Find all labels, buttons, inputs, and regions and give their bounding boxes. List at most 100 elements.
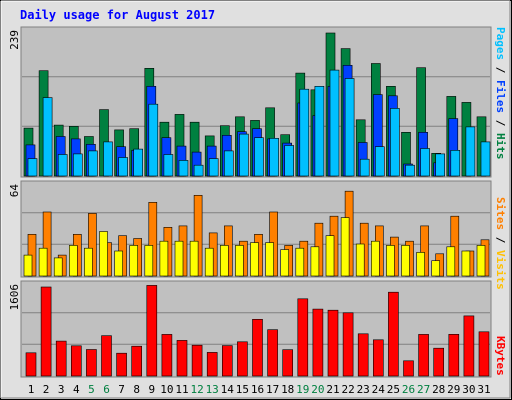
pages-bar bbox=[133, 148, 143, 177]
kbytes-bar bbox=[222, 345, 233, 377]
visits-bar bbox=[159, 240, 169, 277]
visits-bar bbox=[84, 247, 93, 277]
visits-bar bbox=[129, 245, 138, 277]
kbytes-bar bbox=[282, 349, 294, 377]
visits-bar bbox=[295, 247, 305, 277]
sites-panel-max-label: 64 bbox=[8, 184, 21, 198]
legend-part: KBytes bbox=[494, 336, 507, 376]
visits-bar bbox=[69, 245, 78, 277]
visits-bar bbox=[220, 245, 229, 277]
kbytes-bar bbox=[161, 334, 173, 377]
pages-bar bbox=[88, 150, 98, 177]
kbytes-bar bbox=[101, 335, 112, 377]
pages-bar bbox=[193, 164, 204, 177]
x-tick-label: 16 bbox=[251, 383, 264, 396]
kbytes-panel-legend: KBytes bbox=[494, 336, 507, 376]
visits-bar bbox=[99, 231, 108, 277]
pages-bar bbox=[344, 78, 355, 177]
kbytes-bar bbox=[267, 329, 278, 377]
pages-bar bbox=[269, 138, 279, 177]
x-tick-label: 17 bbox=[266, 383, 279, 396]
kbytes-bar bbox=[327, 309, 339, 377]
visits-bar bbox=[401, 245, 410, 277]
kbytes-bar bbox=[146, 285, 158, 377]
x-tick-label: 15 bbox=[236, 383, 249, 396]
legend-part: Visits bbox=[494, 250, 507, 290]
x-tick-label: 22 bbox=[341, 383, 354, 396]
pages-bar bbox=[480, 141, 491, 177]
kbytes-bar bbox=[131, 345, 142, 377]
pages-bar bbox=[42, 97, 53, 177]
x-tick-label: 23 bbox=[357, 383, 370, 396]
pages-bar bbox=[148, 103, 159, 177]
chart-title: Daily usage for August 2017 bbox=[20, 8, 215, 22]
x-tick-label: 26 bbox=[402, 383, 415, 396]
x-tick-label: 14 bbox=[221, 383, 235, 396]
x-tick-label: 11 bbox=[175, 383, 188, 396]
kbytes-bar bbox=[176, 340, 188, 377]
pages-bar bbox=[435, 153, 446, 177]
visits-bar bbox=[265, 242, 274, 277]
pages-bar bbox=[405, 164, 415, 177]
visits-bar bbox=[280, 249, 290, 277]
kbytes-bar bbox=[342, 312, 354, 377]
pages-bar bbox=[27, 158, 38, 177]
kbytes-bar bbox=[237, 341, 248, 377]
pages-bar bbox=[390, 108, 400, 177]
kbytes-bar bbox=[116, 352, 127, 377]
x-tick-label: 9 bbox=[148, 383, 155, 396]
visits-bar bbox=[114, 250, 123, 277]
visits-bar bbox=[310, 246, 320, 277]
visits-bar bbox=[476, 245, 486, 277]
pages-bar bbox=[359, 158, 370, 177]
kbytes-bar bbox=[463, 315, 475, 377]
visits-bar bbox=[189, 240, 199, 277]
sites-panel-legend: Sites / Visits bbox=[494, 197, 507, 290]
x-tick-label: 25 bbox=[387, 383, 400, 396]
pages-bar bbox=[254, 137, 264, 177]
visits-bar bbox=[53, 257, 63, 277]
kbytes-bar bbox=[478, 331, 490, 377]
pages-bar bbox=[239, 133, 249, 177]
legend-part: Pages bbox=[494, 27, 507, 60]
bars bbox=[23, 32, 491, 377]
pages-bar bbox=[284, 145, 295, 177]
kbytes-bar bbox=[191, 344, 203, 377]
pages-bar bbox=[450, 150, 461, 177]
visits-bar bbox=[386, 245, 395, 277]
hits-panel-max-label: 239 bbox=[8, 30, 21, 50]
x-tick-label: 28 bbox=[432, 383, 445, 396]
pages-bar bbox=[208, 158, 219, 177]
visits-bar bbox=[144, 245, 154, 277]
visits-bar bbox=[38, 247, 48, 277]
pages-bar bbox=[118, 157, 128, 177]
pages-bar bbox=[103, 141, 113, 177]
kbytes-bar bbox=[433, 347, 445, 377]
kbytes-bar bbox=[71, 345, 82, 377]
pages-bar bbox=[329, 69, 340, 177]
x-tick-label: 4 bbox=[73, 383, 80, 396]
x-tick-label: 12 bbox=[190, 383, 203, 396]
kbytes-bar bbox=[357, 333, 369, 377]
x-tick-label: 3 bbox=[58, 383, 65, 396]
visits-bar bbox=[370, 240, 380, 277]
pages-bar bbox=[374, 146, 385, 177]
kbytes-bar bbox=[448, 333, 460, 377]
visits-bar bbox=[340, 217, 350, 277]
kbytes-bar bbox=[297, 298, 309, 377]
pages-bar bbox=[420, 148, 430, 177]
x-tick-label: 8 bbox=[133, 383, 140, 396]
pages-bar bbox=[314, 86, 325, 177]
x-tick-label: 24 bbox=[372, 383, 386, 396]
legend-part: / bbox=[494, 113, 507, 133]
pages-bar bbox=[178, 160, 189, 177]
pages-bar bbox=[299, 88, 310, 177]
visits-bar bbox=[461, 250, 471, 277]
x-tick-label: 2 bbox=[43, 383, 50, 396]
x-tick-label: 5 bbox=[88, 383, 95, 396]
legend-part: Files bbox=[494, 80, 507, 113]
x-tick-label: 13 bbox=[206, 383, 219, 396]
x-tick-label: 10 bbox=[160, 383, 173, 396]
kbytes-bar bbox=[40, 286, 52, 377]
